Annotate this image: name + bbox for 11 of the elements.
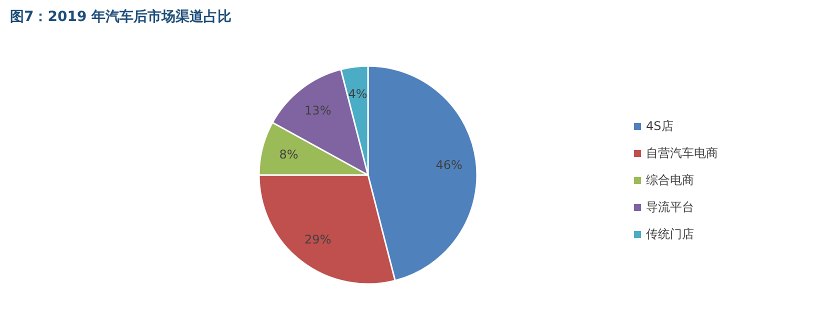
- legend-label: 传统门店: [646, 226, 694, 242]
- data-label: 46%: [436, 158, 462, 172]
- legend-label: 综合电商: [646, 172, 694, 188]
- legend-label: 导流平台: [646, 198, 694, 216]
- data-label: 8%: [279, 148, 298, 162]
- data-label: 29%: [304, 232, 332, 247]
- legend-label: 自营汽车电商: [646, 144, 718, 162]
- legend-label: 4S店: [646, 118, 674, 134]
- data-label: 4%: [348, 86, 368, 101]
- text: 图7：2019 年汽车后市场渠道占比: [9, 8, 233, 27]
- data-label: 13%: [304, 103, 332, 118]
